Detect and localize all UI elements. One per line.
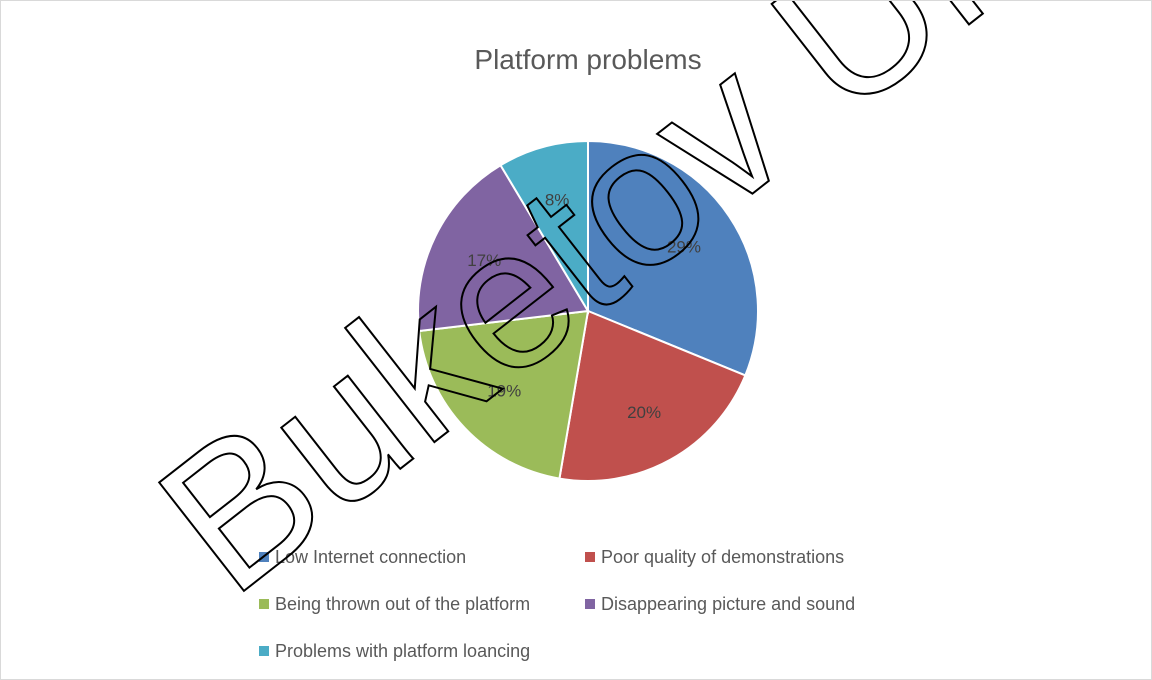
legend-label: Disappearing picture and sound [601,594,855,614]
legend-swatch [585,599,595,609]
legend-item-5: Problems with platform loancing [259,641,530,661]
watermark: Buketov Uni [119,1,1108,636]
legend-swatch [259,552,269,562]
legend-item-3: Being thrown out of the platform [259,594,530,614]
pie-slices [417,139,759,482]
slice-label-1: 29% [667,238,701,257]
legend-item-1: Low Internet connection [259,547,466,567]
legend: Low Internet connection Poor quality of d… [259,547,855,661]
legend-item-4: Disappearing picture and sound [585,594,855,614]
pie-slice-4 [417,163,590,333]
legend-label: Being thrown out of the platform [275,594,530,614]
pie-slice-1 [587,139,759,377]
slice-label-5: 8% [545,191,570,210]
slice-labels: 29% 20% 19% 17% 8% [467,191,701,422]
slice-label-2: 20% [627,403,661,422]
legend-swatch [259,646,269,656]
pie-slice-3 [418,309,590,480]
legend-item-2: Poor quality of demonstrations [585,547,844,567]
legend-label: Problems with platform loancing [275,641,530,661]
pie-slice-2 [558,309,747,482]
watermark-text: Buketov Uni [120,1,1107,635]
legend-swatch [259,599,269,609]
legend-label: Poor quality of demonstrations [601,547,844,567]
pie-slice-5 [499,139,589,315]
chart-title: Platform problems [474,44,701,75]
slice-label-3: 19% [487,382,521,401]
legend-label: Low Internet connection [275,547,466,567]
legend-swatch [585,552,595,562]
slice-label-4: 17% [467,251,501,270]
